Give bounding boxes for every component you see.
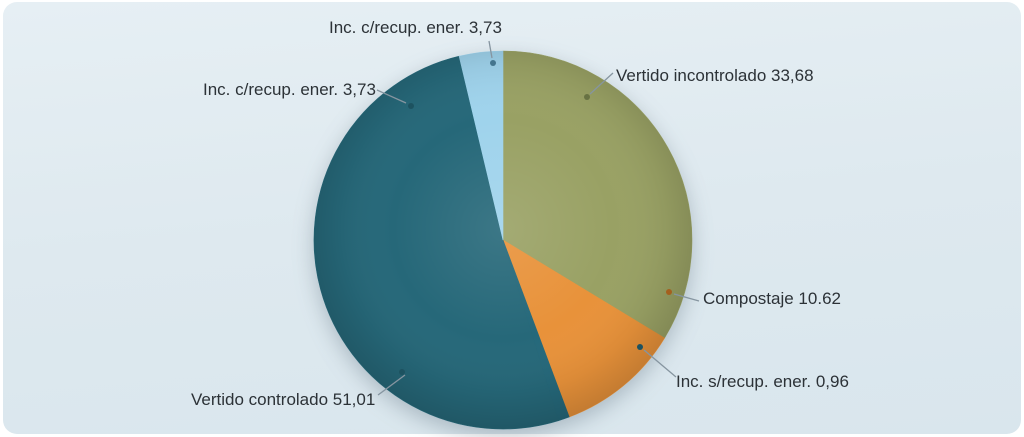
leader-line: [673, 293, 700, 302]
leader-dot: [666, 289, 672, 295]
leader-dot: [490, 60, 496, 66]
leader-line: [488, 40, 493, 59]
callout-vertido-incontrolado: Vertido incontrolado 33,68: [616, 66, 814, 85]
leader-dot: [584, 94, 590, 100]
callout-inc-c-recup-top: Inc. c/recup. ener. 3,73: [329, 18, 502, 37]
callout-vertido-controlado: Vertido controlado 51,01: [191, 390, 376, 409]
callout-compostaje: Compostaje 10.62: [703, 289, 841, 308]
leader-dot: [408, 103, 414, 109]
leader-line: [589, 72, 614, 95]
leader-line: [643, 349, 677, 378]
callout-inc-c-recup-left: Inc. c/recup. ener. 3,73: [203, 80, 376, 99]
callout-inc-s-recup: Inc. s/recup. ener. 0,96: [676, 372, 849, 391]
leader-lines: [376, 40, 700, 396]
leader-line: [377, 374, 406, 396]
leader-dot: [399, 369, 405, 375]
leader-dot: [637, 344, 643, 350]
leader-line: [376, 89, 407, 104]
pie-slices: [313, 50, 693, 430]
